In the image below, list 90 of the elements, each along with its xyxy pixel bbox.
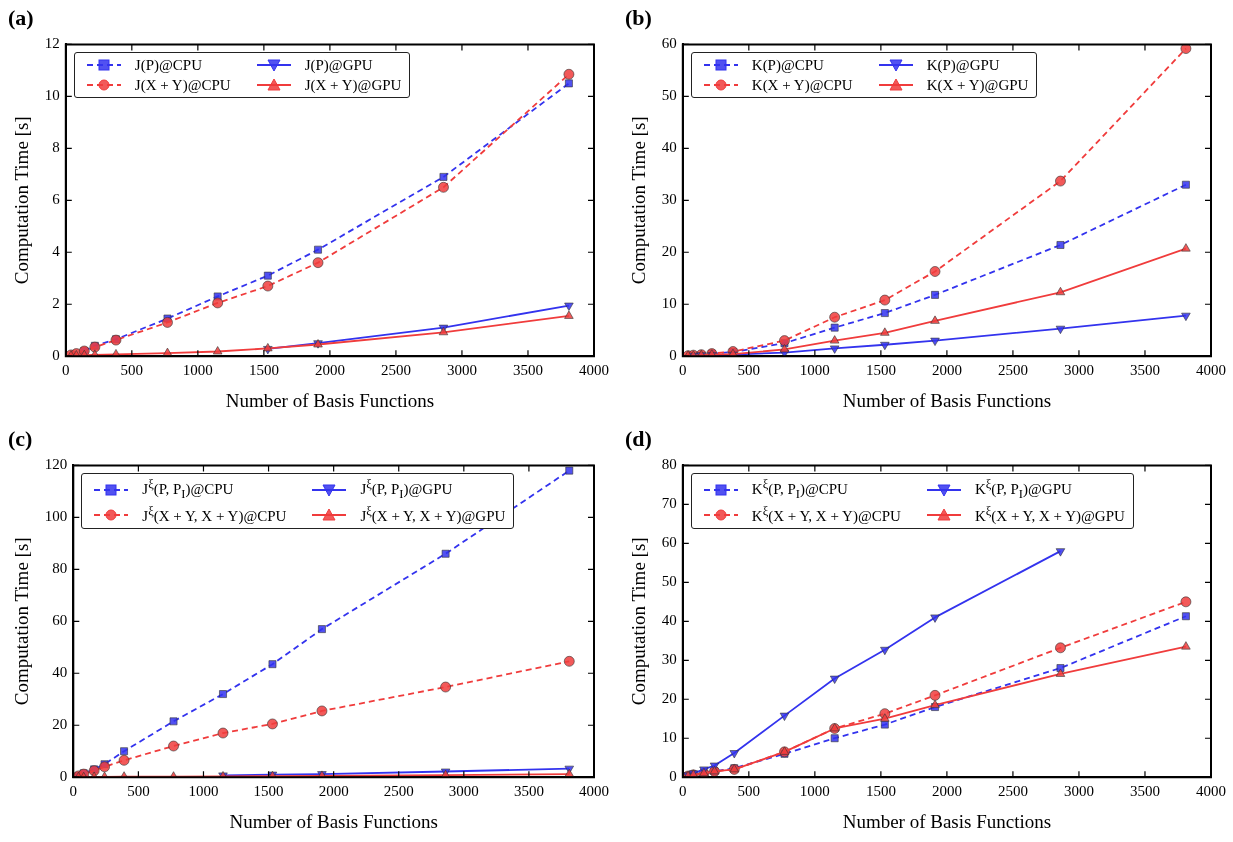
x-tick-label: 4000	[579, 783, 609, 800]
legend-label: K$^{ξ}$(P, P$_{I}$)@CPU	[751, 477, 848, 503]
legend-label: J(X + Y)@GPU	[304, 76, 402, 94]
legend-label: J$^{ξ}$(X + Y, X + Y)@GPU	[360, 504, 506, 526]
x-tick-label: 2500	[997, 362, 1028, 379]
x-tick-label: 1000	[182, 362, 213, 379]
legend-label: J(X + Y)@CPU	[134, 76, 231, 94]
x-axis-title: Number of Basis Functions	[842, 389, 1052, 411]
y-tick-label: 60	[661, 534, 677, 551]
x-tick-label: 2000	[314, 362, 345, 379]
x-tick-label: 1000	[799, 783, 830, 800]
x-tick-label: 4000	[1196, 783, 1226, 800]
x-tick-label: 3500	[513, 783, 544, 800]
x-tick-label: 2000	[318, 783, 349, 800]
y-axis-title: Computation Time [s]	[11, 116, 33, 285]
x-tick-label: 1000	[799, 362, 830, 379]
x-tick-label: 1000	[188, 783, 219, 800]
y-tick-label: 20	[661, 243, 677, 260]
y-tick-label: 10	[661, 295, 677, 312]
x-axis-title: Number of Basis Functions	[225, 389, 435, 411]
x-tick-label: 2000	[931, 362, 962, 379]
y-tick-label: 0	[669, 768, 677, 785]
y-tick-label: 40	[661, 612, 677, 629]
x-tick-label: 2500	[383, 783, 414, 800]
chart-title: (a)	[8, 4, 34, 30]
x-tick-label: 2000	[931, 783, 962, 800]
x-tick-label: 500	[737, 362, 761, 379]
x-tick-label: 1500	[253, 783, 284, 800]
y-axis-title: Computation Time [s]	[628, 116, 650, 285]
x-tick-label: 4000	[1196, 362, 1226, 379]
x-tick-label: 1500	[865, 783, 896, 800]
y-tick-label: 40	[52, 664, 68, 681]
x-axis-title: Number of Basis Functions	[229, 810, 438, 832]
y-tick-label: 120	[44, 456, 68, 473]
y-tick-label: 70	[661, 495, 677, 512]
y-tick-label: 60	[661, 35, 677, 52]
x-tick-label: 500	[120, 362, 144, 379]
y-tick-label: 10	[661, 729, 677, 746]
y-tick-label: 40	[661, 139, 677, 156]
y-tick-label: 6	[52, 191, 61, 208]
x-tick-label: 3000	[448, 783, 479, 800]
y-tick-label: 80	[52, 560, 68, 577]
y-tick-label: 60	[52, 612, 68, 629]
legend-label: K$^{ξ}$(P, P$_{I}$)@GPU	[974, 477, 1072, 503]
y-tick-label: 100	[44, 508, 68, 525]
legend-label: J$^{ξ}$(P, P$_{I}$)@CPU	[142, 477, 234, 503]
legend-label: K(P)@GPU	[926, 56, 1000, 74]
x-tick-label: 3500	[1129, 783, 1160, 800]
legend-label: J$^{ξ}$(P, P$_{I}$)@GPU	[360, 477, 453, 503]
x-tick-label: 500	[737, 783, 761, 800]
chart-title: (b)	[625, 4, 652, 30]
legend-label: J(P)@GPU	[304, 56, 373, 74]
y-tick-label: 10	[44, 87, 60, 104]
y-tick-label: 8	[52, 139, 60, 156]
legend-label: K(X + Y)@GPU	[926, 76, 1029, 94]
x-axis-title: Number of Basis Functions	[842, 810, 1052, 832]
x-tick-label: 2500	[380, 362, 411, 379]
chart-title: (c)	[8, 425, 33, 451]
y-tick-label: 20	[52, 716, 68, 733]
x-tick-label: 500	[127, 783, 150, 800]
y-axis-title: Computation Time [s]	[11, 537, 33, 706]
x-tick-label: 3000	[1063, 362, 1094, 379]
y-tick-label: 0	[669, 347, 677, 364]
x-tick-label: 2500	[997, 783, 1028, 800]
legend-label: K$^{ξ}$(X + Y, X + Y)@GPU	[974, 504, 1125, 526]
x-tick-label: 1500	[865, 362, 896, 379]
y-tick-label: 30	[661, 651, 677, 668]
x-tick-label: 3500	[512, 362, 543, 379]
y-tick-label: 2	[52, 295, 60, 312]
x-tick-label: 1500	[248, 362, 279, 379]
y-tick-label: 12	[44, 35, 60, 52]
y-axis-title: Computation Time [s]	[628, 537, 650, 706]
y-tick-label: 30	[661, 191, 677, 208]
y-tick-label: 50	[661, 87, 677, 104]
chart-title: (d)	[625, 425, 652, 451]
x-tick-label: 3000	[1063, 783, 1094, 800]
x-tick-label: 4000	[579, 362, 609, 379]
legend-label: K(P)@CPU	[751, 56, 824, 74]
y-tick-label: 20	[661, 690, 677, 707]
x-tick-label: 3500	[1129, 362, 1160, 379]
y-tick-label: 0	[52, 347, 60, 364]
legend-label: J$^{ξ}$(X + Y, X + Y)@CPU	[142, 504, 287, 526]
y-tick-label: 0	[59, 768, 68, 785]
legend-label: K$^{ξ}$(X + Y, X + Y)@CPU	[751, 504, 901, 526]
x-tick-label: 3000	[446, 362, 477, 379]
legend-label: K(X + Y)@CPU	[751, 76, 853, 94]
y-tick-label: 4	[52, 243, 61, 260]
legend-label: J(P)@CPU	[134, 56, 202, 74]
y-tick-label: 80	[661, 456, 677, 473]
y-tick-label: 50	[661, 573, 677, 590]
